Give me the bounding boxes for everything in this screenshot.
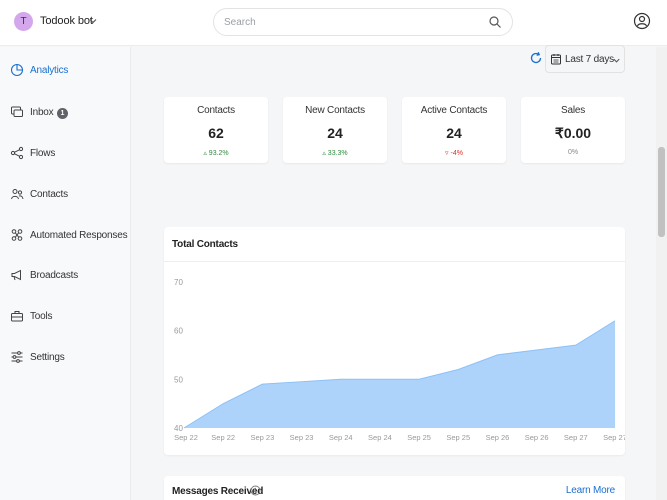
sidebar-item-label: Flows [30, 148, 56, 159]
x-tick-label: Sep 26 [525, 433, 549, 442]
contacts-icon [11, 189, 24, 200]
stat-card-delta: ▵ 93.2% [203, 150, 229, 157]
chevron-down-icon [613, 58, 620, 63]
sidebar-item-label: Analytics [30, 65, 69, 76]
sidebar-item-label: Inbox [30, 107, 54, 118]
scrollbar-thumb[interactable] [658, 147, 665, 237]
sidebar: Analytics Inbox 1 Flows Contacts [0, 47, 131, 500]
sidebar-item-label: Settings [30, 352, 65, 363]
sidebar-item-automated-responses[interactable]: Automated Responses [0, 223, 131, 249]
sidebar-item-label: Automated Responses [30, 230, 128, 241]
x-tick-label: Sep 27 [564, 433, 588, 442]
calendar-icon [551, 54, 561, 65]
sidebar-item-broadcasts[interactable]: Broadcasts [0, 263, 131, 289]
x-tick-label: Sep 25 [407, 433, 431, 442]
stat-card-new-contacts: New Contacts 24 ▵ 33.3% [283, 97, 387, 163]
unread-badge: 1 [57, 108, 68, 119]
sidebar-item-label: Broadcasts [30, 270, 79, 281]
sidebar-item-analytics[interactable]: Analytics [0, 58, 131, 84]
y-tick-label: 40 [174, 424, 183, 433]
stat-card-title: Sales [560, 105, 585, 116]
refresh-icon[interactable] [529, 51, 543, 65]
x-tick-label: Sep 23 [290, 433, 314, 442]
sliders-icon [11, 351, 23, 363]
x-tick-label: Sep 24 [329, 433, 353, 442]
sidebar-item-inbox[interactable]: Inbox 1 [0, 100, 131, 126]
y-tick-label: 70 [174, 278, 183, 287]
inbox-icon [11, 106, 23, 117]
stat-card-title: Active Contacts [420, 105, 488, 116]
x-tick-label: Sep 25 [446, 433, 470, 442]
divider [164, 261, 625, 262]
search-input[interactable]: Search [213, 8, 513, 36]
search-placeholder: Search [224, 17, 256, 28]
sidebar-item-label: Tools [30, 311, 53, 322]
area-series-line [183, 320, 616, 429]
date-range-label: Last 7 days [565, 54, 614, 65]
stat-card-value: 24 [327, 125, 343, 141]
megaphone-icon [11, 269, 21, 281]
scrollbar[interactable] [656, 47, 667, 500]
x-tick-label: Sep 22 [174, 433, 198, 442]
learn-more-link[interactable]: Learn More [565, 485, 615, 496]
info-icon[interactable] [250, 485, 261, 496]
stat-card-contacts: Contacts 62 ▵ 93.2% [164, 97, 268, 163]
stat-card-value: 62 [208, 125, 224, 141]
stat-card-delta: ▿ -4% [445, 150, 463, 157]
sidebar-item-tools[interactable]: Tools [0, 304, 131, 330]
stat-card-value: ₹0.00 [554, 125, 592, 141]
x-tick-label: Sep 23 [250, 433, 274, 442]
toolbox-icon [11, 311, 23, 322]
sidebar-item-settings[interactable]: Settings [0, 345, 131, 371]
flows-icon [10, 146, 24, 160]
total-contacts-chart: 40 50 60 70 Sep 22 Sep 22 Sep 23 Sep 23 Sep 24 Se… [174, 278, 625, 442]
x-tick-label: Sep 26 [486, 433, 510, 442]
bot-name[interactable]: Todook bot [40, 15, 93, 27]
messages-received-panel: Messages Received Learn More [164, 476, 625, 500]
search-icon[interactable] [488, 15, 502, 29]
stat-card-delta: ▵ 33.3% [322, 150, 348, 157]
stat-card-value: 24 [446, 125, 462, 141]
sidebar-item-contacts[interactable]: Contacts [0, 182, 131, 208]
date-range-select[interactable]: Last 7 days [545, 45, 625, 73]
stat-card-delta: 0% [567, 149, 579, 156]
stat-card-title: New Contacts [305, 105, 365, 116]
analytics-icon [10, 63, 24, 77]
x-tick-label: Sep 27 [603, 433, 625, 442]
x-tick-label: Sep 22 [211, 433, 235, 442]
automated-responses-icon [11, 229, 23, 241]
sidebar-item-label: Contacts [30, 189, 68, 200]
user-account-icon[interactable] [633, 12, 651, 30]
stat-card-active-contacts: Active Contacts 24 ▿ -4% [402, 97, 506, 163]
bot-avatar[interactable]: T [14, 12, 33, 31]
y-tick-label: 60 [174, 327, 183, 336]
panel-title: Messages Received [172, 486, 264, 497]
panel-title: Total Contacts [172, 239, 238, 250]
area-series [184, 320, 615, 428]
x-tick-label: Sep 24 [368, 433, 392, 442]
top-bar: T Todook bot Search [0, 0, 667, 46]
sidebar-item-flows[interactable]: Flows [0, 141, 131, 167]
total-contacts-panel: Total Contacts 40 50 60 70 Sep 22 Sep 22 Sep 2… [164, 227, 625, 455]
stat-card-sales: Sales ₹0.00 0% [521, 97, 625, 163]
chevron-down-icon[interactable] [88, 16, 98, 26]
stat-card-title: Contacts [197, 105, 235, 116]
y-tick-label: 50 [174, 375, 183, 384]
